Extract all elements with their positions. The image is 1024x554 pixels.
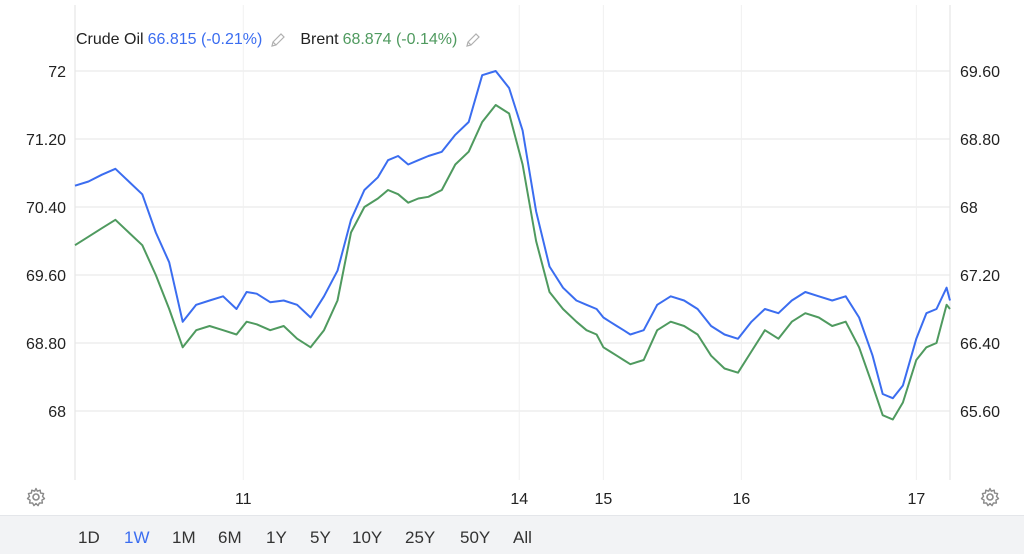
x-tick-label: 11	[235, 491, 252, 508]
series-line-crude-oil	[74, 70, 951, 400]
y-left-tick-label: 71.20	[26, 132, 66, 149]
y-left-tick-label: 72	[48, 64, 66, 81]
range-button-all[interactable]: All	[513, 528, 532, 547]
y-right-tick-label: 68	[960, 200, 978, 217]
range-button-1d[interactable]: 1D	[78, 528, 100, 547]
left-axis-gear-icon[interactable]	[26, 487, 46, 507]
range-button-5y[interactable]: 5Y	[310, 528, 331, 547]
range-button-1y[interactable]: 1Y	[266, 528, 287, 547]
y-left-tick-label: 68.80	[26, 336, 66, 353]
range-button-1w[interactable]: 1W	[124, 528, 150, 547]
legend: Crude Oil 66.815 (-0.21%) Brent 68.874 (…	[76, 31, 495, 49]
legend-brent-value: 68.874 (-0.14%)	[342, 31, 458, 48]
y-left-tick-label: 68	[48, 404, 66, 421]
x-tick-label: 14	[510, 491, 528, 508]
chart-svg: 72 71.20 70.40 69.60 68.80 68 69.60 68.80 68 67.2…	[26, 5, 1000, 508]
series-line-brent	[74, 104, 951, 421]
range-selector: 1D 1W 1M 6M 1Y 5Y 10Y 25Y 50Y All	[0, 515, 1024, 554]
right-axis-gear-icon[interactable]	[980, 487, 1000, 507]
y-right-tick-label: 66.40	[960, 336, 1000, 353]
pencil-icon[interactable]	[270, 32, 286, 48]
x-tick-label: 16	[732, 491, 750, 508]
legend-crude-oil-value: 66.815 (-0.21%)	[147, 31, 263, 48]
range-button-25y[interactable]: 25Y	[405, 528, 436, 547]
range-button-10y[interactable]: 10Y	[352, 528, 383, 547]
y-right-tick-label: 67.20	[960, 268, 1000, 285]
range-button-50y[interactable]: 50Y	[460, 528, 491, 547]
range-button-1m[interactable]: 1M	[172, 528, 196, 547]
pencil-icon[interactable]	[465, 32, 481, 48]
range-button-6m[interactable]: 6M	[218, 528, 242, 547]
y-right-tick-label: 65.60	[960, 404, 1000, 421]
legend-brent-name: Brent	[300, 31, 339, 48]
legend-crude-oil-name: Crude Oil	[76, 31, 144, 48]
y-right-tick-label: 68.80	[960, 132, 1000, 149]
y-left-tick-label: 69.60	[26, 268, 66, 285]
y-right-tick-label: 69.60	[960, 64, 1000, 81]
x-tick-label: 15	[594, 491, 612, 508]
chart-area: 72 71.20 70.40 69.60 68.80 68 69.60 68.80 68 67.2…	[26, 5, 1000, 508]
x-tick-label: 17	[907, 491, 925, 508]
y-left-tick-label: 70.40	[26, 200, 66, 217]
